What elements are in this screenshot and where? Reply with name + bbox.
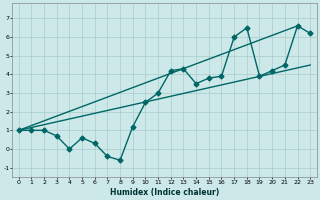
X-axis label: Humidex (Indice chaleur): Humidex (Indice chaleur) xyxy=(110,188,219,197)
